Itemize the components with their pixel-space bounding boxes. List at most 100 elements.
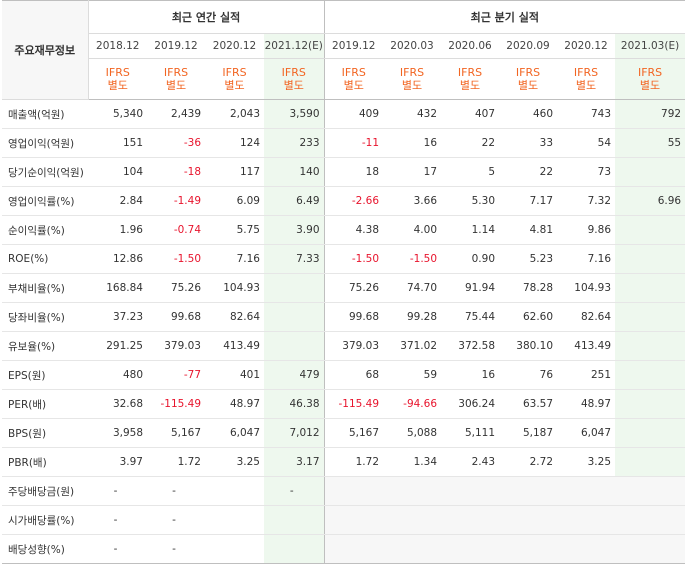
table-cell: - [264,476,325,506]
period-header: 2020.06 [441,33,500,59]
table-cell [323,505,384,535]
table-cell: 413.49 [557,331,616,361]
table-cell [615,360,686,390]
table-cell: 5,111 [441,418,500,448]
table-cell: 12.86 [88,244,147,274]
table-cell [264,534,325,564]
table-cell: 75.26 [147,273,205,303]
table-cell: 0.90 [441,244,500,274]
table-cell [383,505,442,535]
table-cell: 7.16 [557,244,616,274]
table-cell [615,534,686,564]
table-cell: 5,088 [383,418,442,448]
table-row: 배당성향(%) - - [2,534,686,564]
table-cell: 251 [557,360,616,390]
basis-label: IFRS 별도 [499,58,558,100]
table-cell [557,534,616,564]
row-label: PER(배) [2,389,88,419]
table-cell: 3,958 [88,418,147,448]
table-cell: 1.34 [383,447,442,477]
annual-title: 최근 연간 실적 [88,0,325,34]
table-cell: 6,047 [205,418,264,448]
table-row: BPS(원) 3,958 5,167 6,047 7,012 5,167 5,088 5,11… [2,418,686,448]
row-label: EPS(원) [2,360,88,390]
table-cell: 291.25 [88,331,147,361]
table-cell: 2,043 [205,99,264,129]
period-header: 2019.12 [147,33,205,59]
table-cell: 17 [383,157,442,187]
table-row: PBR(배) 3.97 1.72 3.25 3.17 1.72 1.34 2.43 2.72 3.… [2,447,686,477]
table-cell: 5,167 [147,418,205,448]
table-cell: 4.81 [499,215,558,245]
table-cell [615,505,686,535]
table-cell [615,157,686,187]
table-cell: -2.66 [323,186,384,216]
table-cell: 33 [499,128,558,158]
table-cell [323,534,384,564]
table-cell [615,331,686,361]
table-row: PER(배) 32.68 -115.49 48.97 46.38 -115.49 -94.6… [2,389,686,419]
table-cell [499,505,558,535]
table-cell: 6.49 [264,186,325,216]
table-cell: 75.44 [441,302,500,332]
row-label: 주당배당금(원) [2,476,88,506]
table-cell: 409 [323,99,384,129]
table-cell: 380.10 [499,331,558,361]
basis-label: IFRS 별도 [383,58,442,100]
table-cell: 2.72 [499,447,558,477]
table-cell: 54 [557,128,616,158]
table-cell: 5.23 [499,244,558,274]
table-cell: 2.84 [88,186,147,216]
table-cell: 4.00 [383,215,442,245]
table-cell [557,476,616,506]
table-cell: - [147,505,205,535]
table-cell: 3.17 [264,447,325,477]
table-cell [615,244,686,274]
table-cell [441,534,500,564]
table-cell: 48.97 [557,389,616,419]
table-row: 순이익률(%) 1.96 -0.74 5.75 3.90 4.38 4.00 1.14 4.81… [2,215,686,245]
table-cell: 7.32 [557,186,616,216]
table-cell [615,476,686,506]
table-cell: 104.93 [205,273,264,303]
period-header: 2021.12(E) [264,33,325,59]
period-header: 2021.03(E) [615,33,686,59]
table-cell: 7.33 [264,244,325,274]
table-cell [205,534,264,564]
table-cell: 379.03 [147,331,205,361]
table-cell: 3.66 [383,186,442,216]
table-cell [264,302,325,332]
table-cell: 16 [441,360,500,390]
table-cell [205,476,264,506]
table-cell: - [88,534,147,564]
table-cell: 432 [383,99,442,129]
row-label: ROE(%) [2,244,88,274]
period-header: 2019.12 [323,33,384,59]
table-cell: 371.02 [383,331,442,361]
table-row: 당좌비율(%) 37.23 99.68 82.64 99.68 99.28 75.44 62.… [2,302,686,332]
table-cell [615,273,686,303]
table-cell: -36 [147,128,205,158]
table-cell: 743 [557,99,616,129]
table-cell: -115.49 [323,389,384,419]
table-cell: -0.74 [147,215,205,245]
table-cell: 7.16 [205,244,264,274]
table-cell: 55 [615,128,686,158]
table-cell: 3.25 [557,447,616,477]
table-cell: 75.26 [323,273,384,303]
basis-label: IFRS 별도 [88,58,147,100]
period-header: 2018.12 [88,33,147,59]
table-cell: 5.75 [205,215,264,245]
basis-label: IFRS 별도 [323,58,384,100]
row-label: 배당성향(%) [2,534,88,564]
table-cell: 76 [499,360,558,390]
table-cell: 91.94 [441,273,500,303]
table-cell: 16 [383,128,442,158]
table-cell: 1.72 [323,447,384,477]
table-cell: 9.86 [557,215,616,245]
table-cell: 4.38 [323,215,384,245]
table-cell: 22 [441,128,500,158]
period-header: 2020.12 [557,33,616,59]
table-cell: 82.64 [557,302,616,332]
table-cell [383,476,442,506]
